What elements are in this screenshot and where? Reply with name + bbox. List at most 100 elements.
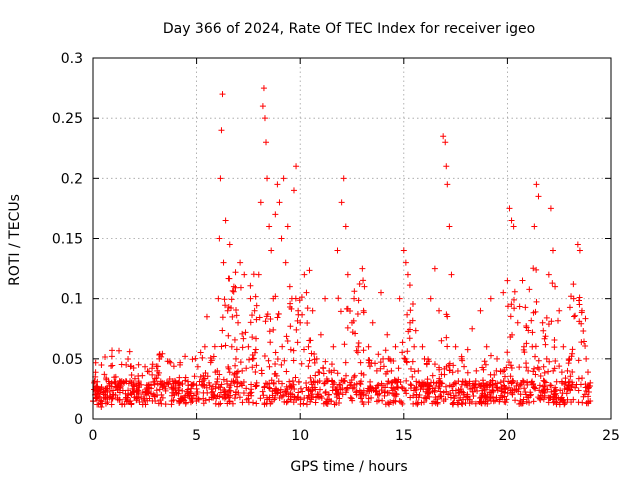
data-point — [539, 319, 546, 326]
data-point — [411, 343, 418, 350]
data-point-dense — [128, 401, 135, 408]
data-point-dense — [523, 340, 530, 347]
data-point-dense — [575, 375, 582, 382]
data-point-dense — [233, 374, 240, 381]
data-point — [514, 319, 521, 326]
data-point-dense — [540, 377, 547, 384]
data-point-dense — [102, 354, 109, 361]
data-point-dense — [562, 379, 569, 386]
data-point-dense — [218, 381, 225, 388]
data-point-dense — [341, 378, 348, 385]
data-point-dense — [580, 327, 587, 334]
data-point-dense — [490, 398, 497, 405]
data-point-dense — [225, 275, 232, 282]
y-tick-label: 0.3 — [61, 51, 83, 67]
data-point-dense — [575, 357, 582, 364]
data-point-dense — [111, 374, 118, 381]
data-point-dense — [558, 396, 565, 403]
data-point — [216, 235, 223, 242]
data-point-dense — [270, 326, 277, 333]
data-point-dense — [541, 335, 548, 342]
data-point — [419, 343, 426, 350]
data-point-dense — [543, 314, 550, 321]
data-point-dense — [352, 330, 359, 337]
data-point-dense — [240, 335, 247, 342]
data-point-dense — [248, 381, 255, 388]
data-point — [239, 367, 246, 374]
data-point-dense — [539, 394, 546, 401]
data-point — [235, 319, 242, 326]
data-point-dense — [329, 381, 336, 388]
data-point-dense — [131, 375, 138, 382]
data-point-dense — [580, 393, 587, 400]
data-point-dense — [128, 391, 135, 398]
data-point-dense — [232, 391, 239, 398]
data-point — [274, 181, 281, 188]
data-point-dense — [109, 362, 116, 369]
data-point-dense — [550, 367, 557, 374]
data-point — [218, 127, 225, 134]
data-point-dense — [451, 395, 458, 402]
data-point-dense — [483, 382, 490, 389]
data-point-dense — [337, 308, 344, 315]
data-point — [531, 223, 538, 230]
data-point-dense — [561, 401, 568, 408]
data-point-dense — [267, 315, 274, 322]
data-point — [338, 199, 345, 206]
data-point-dense — [322, 358, 329, 365]
data-point — [400, 247, 407, 254]
data-point-dense — [570, 281, 577, 288]
data-point-dense — [382, 370, 389, 377]
data-point-dense — [249, 399, 256, 406]
y-axis-label: ROTI / TECUs — [7, 194, 23, 286]
data-point-dense — [569, 350, 576, 357]
data-point-dense — [287, 300, 294, 307]
data-point-dense — [503, 364, 510, 371]
data-point — [241, 271, 248, 278]
data-point-dense — [155, 400, 162, 407]
data-point-dense — [131, 383, 138, 390]
data-point-dense — [360, 307, 367, 314]
data-point-dense — [118, 361, 125, 368]
data-point-dense — [320, 364, 327, 371]
data-point-dense — [298, 360, 305, 367]
ticks-layer: 0 5 10 15 20 25 0 0.05 0.1 0.15 0.2 0.25 0.3 — [52, 51, 620, 444]
data-point-dense — [554, 317, 561, 324]
data-point-dense — [413, 383, 420, 390]
data-point-dense — [407, 394, 414, 401]
data-point-dense — [287, 346, 294, 353]
data-point-dense — [229, 400, 236, 407]
data-point-dense — [315, 369, 322, 376]
data-point — [340, 175, 347, 182]
data-point-dense — [219, 327, 226, 334]
data-point-dense — [520, 346, 527, 353]
grid-layer — [93, 58, 611, 419]
data-point-dense — [528, 317, 535, 324]
data-point-dense — [232, 269, 239, 276]
data-point-dense — [569, 369, 576, 376]
data-point — [506, 205, 513, 212]
data-point-dense — [306, 267, 313, 274]
data-point-dense — [350, 374, 357, 381]
data-point-dense — [576, 301, 583, 308]
data-point — [322, 295, 329, 302]
data-point — [533, 181, 540, 188]
data-point-dense — [412, 327, 419, 334]
data-point — [226, 241, 233, 248]
data-point-dense — [470, 393, 477, 400]
data-point-dense — [412, 387, 419, 394]
data-point-dense — [575, 387, 582, 394]
data-point-dense — [199, 382, 206, 389]
data-point-dense — [525, 327, 532, 334]
data-point-dense — [492, 397, 499, 404]
data-point-dense — [532, 353, 539, 360]
data-point-dense — [283, 399, 290, 406]
data-point-dense — [190, 380, 197, 387]
data-point-dense — [333, 386, 340, 392]
data-point-dense — [169, 378, 176, 385]
data-point-dense — [234, 368, 241, 375]
data-point-dense — [522, 304, 529, 311]
data-point-dense — [176, 387, 183, 394]
data-point-dense — [408, 365, 415, 372]
data-point-dense — [140, 395, 147, 402]
